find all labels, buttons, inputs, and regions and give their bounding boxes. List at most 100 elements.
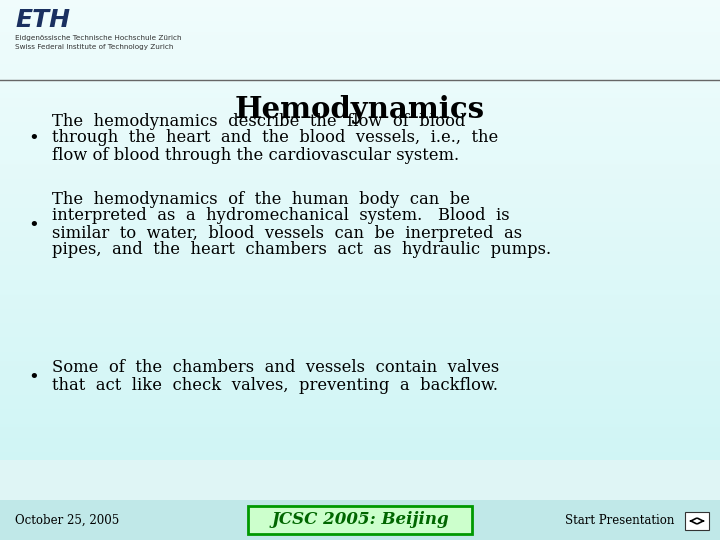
Bar: [0, 67, 720, 68]
Bar: [0, 293, 720, 294]
Bar: [0, 10, 720, 11]
Bar: [0, 430, 720, 431]
Bar: [0, 377, 720, 378]
Bar: [0, 152, 720, 153]
Bar: [0, 137, 720, 138]
Bar: [0, 101, 720, 102]
Bar: [0, 25, 720, 26]
Bar: [0, 422, 720, 423]
Bar: [0, 360, 720, 361]
Bar: [0, 183, 720, 184]
Bar: [0, 426, 720, 427]
Bar: [0, 13, 720, 14]
Bar: [0, 290, 720, 291]
Bar: [0, 455, 720, 456]
Bar: [0, 438, 720, 439]
Bar: [0, 353, 720, 354]
Bar: [0, 402, 720, 403]
Bar: [0, 250, 720, 251]
Bar: [0, 220, 720, 221]
Bar: [0, 115, 720, 116]
Bar: [0, 246, 720, 247]
Bar: [0, 37, 720, 38]
Bar: [0, 46, 720, 47]
Bar: [0, 47, 720, 48]
Bar: [0, 49, 720, 50]
Bar: [0, 52, 720, 53]
Bar: [0, 148, 720, 149]
Bar: [0, 320, 720, 321]
Bar: [0, 99, 720, 100]
Bar: [0, 96, 720, 97]
Bar: [0, 294, 720, 295]
Bar: [0, 74, 720, 75]
Bar: [0, 339, 720, 340]
Bar: [0, 302, 720, 303]
Bar: [0, 87, 720, 88]
Bar: [0, 72, 720, 73]
Bar: [0, 208, 720, 209]
Bar: [0, 168, 720, 169]
Bar: [0, 44, 720, 45]
Bar: [0, 419, 720, 420]
Bar: [0, 434, 720, 435]
Bar: [0, 299, 720, 300]
Bar: [0, 230, 720, 231]
Bar: [0, 376, 720, 377]
Bar: [0, 134, 720, 135]
Bar: [0, 209, 720, 210]
Bar: [0, 270, 720, 271]
Bar: [0, 36, 720, 37]
Bar: [0, 33, 720, 34]
Text: Eidgenössische Technische Hochschule Zürich: Eidgenössische Technische Hochschule Zür…: [15, 35, 181, 41]
Bar: [0, 234, 720, 235]
Bar: [0, 94, 720, 95]
Bar: [0, 60, 720, 61]
Bar: [0, 74, 720, 75]
Bar: [0, 395, 720, 396]
Bar: [0, 366, 720, 367]
Bar: [0, 18, 720, 19]
Bar: [0, 55, 720, 56]
Bar: [0, 232, 720, 233]
Bar: [0, 93, 720, 94]
Bar: [0, 8, 720, 9]
Bar: [0, 147, 720, 148]
Bar: [0, 102, 720, 103]
Bar: [0, 385, 720, 386]
Bar: [0, 174, 720, 175]
Bar: [0, 176, 720, 177]
Bar: [0, 3, 720, 4]
Bar: [0, 14, 720, 15]
Bar: [0, 453, 720, 454]
Bar: [0, 384, 720, 385]
Bar: [0, 95, 720, 96]
Bar: [0, 361, 720, 362]
Bar: [0, 162, 720, 163]
Bar: [0, 34, 720, 35]
Bar: [0, 314, 720, 315]
Bar: [0, 160, 720, 161]
Bar: [0, 394, 720, 395]
Bar: [0, 1, 720, 2]
Bar: [0, 40, 720, 41]
Bar: [0, 92, 720, 93]
Bar: [0, 421, 720, 422]
Bar: [0, 229, 720, 230]
Bar: [0, 188, 720, 189]
Bar: [0, 11, 720, 12]
Bar: [0, 196, 720, 197]
Bar: [0, 203, 720, 204]
Bar: [0, 190, 720, 191]
Bar: [0, 406, 720, 407]
Bar: [0, 312, 720, 313]
Bar: [0, 450, 720, 451]
Bar: [0, 414, 720, 415]
Bar: [0, 431, 720, 432]
Bar: [0, 279, 720, 280]
Bar: [0, 331, 720, 332]
Bar: [0, 437, 720, 438]
Bar: [0, 47, 720, 48]
Text: Start Presentation: Start Presentation: [565, 514, 675, 526]
Bar: [0, 141, 720, 142]
